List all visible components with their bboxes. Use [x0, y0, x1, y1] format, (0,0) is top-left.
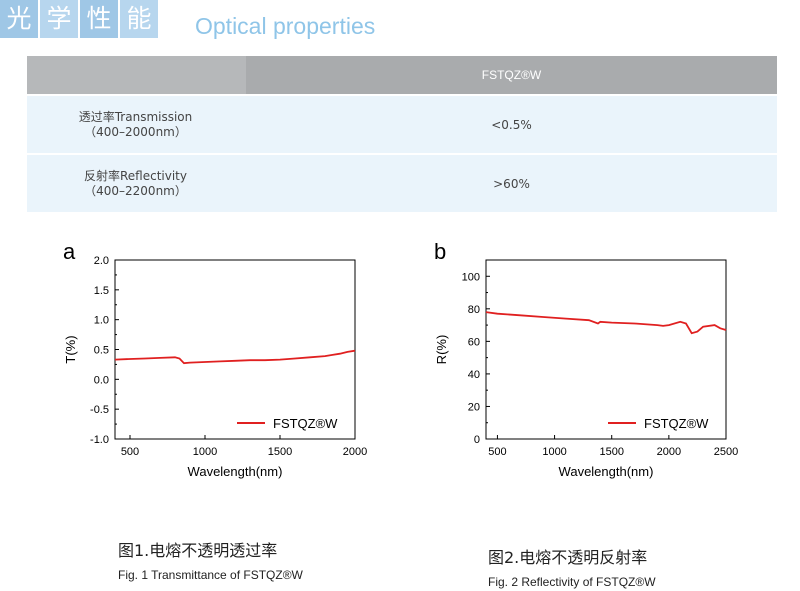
plot-frame: [485, 259, 727, 440]
y-tick-label: 60: [468, 336, 480, 348]
x-axis-label: Wavelength(nm): [559, 464, 654, 479]
x-tick-label: 1500: [599, 446, 623, 458]
x-tick-label: 1000: [193, 446, 217, 458]
plot-frame: [114, 259, 356, 440]
table-header-row: FSTQZ®W: [27, 56, 777, 94]
section-title-tiles: 光 学 性 能: [0, 0, 160, 38]
y-tick-label: 2.0: [94, 255, 109, 267]
figure-caption-en: Fig. 1 Transmittance of FSTQZ®W: [118, 568, 303, 582]
x-tick-label: 2000: [343, 446, 367, 458]
x-tick-label: 2500: [714, 446, 738, 458]
legend-label: FSTQZ®W: [644, 416, 709, 431]
row-label-main: 透过率Transmission: [78, 109, 193, 124]
title-tile: 能: [120, 0, 158, 38]
x-tick-label: 2000: [657, 446, 681, 458]
y-tick-label: 80: [468, 304, 480, 316]
series-line: [114, 349, 356, 365]
y-tick-label: 40: [468, 369, 480, 381]
y-tick-label: 20: [468, 401, 480, 413]
y-tick-label: 100: [462, 271, 480, 283]
panel-label: a: [63, 240, 76, 264]
y-tick-label: 1.5: [94, 285, 109, 297]
series-line: [485, 311, 727, 335]
transmittance-chart: a -1.0 -0.5 0.0 0.5 1.0 1.5 2.0 500 1000 1500 2000 W…: [63, 240, 367, 479]
y-tick-label: -0.5: [90, 404, 109, 416]
row-label-range: （400–2000nm）: [84, 124, 187, 139]
table-row: 反射率Reflectivity （400–2200nm） >60%: [27, 155, 777, 212]
row-value: <0.5%: [246, 96, 777, 153]
y-tick-label: -1.0: [90, 434, 109, 446]
y-tick-label: 0.5: [94, 345, 109, 357]
y-tick-label: 0: [474, 434, 480, 446]
y-axis-label: R(%): [434, 335, 449, 365]
figure-caption-zh: 图1.电熔不透明透过率: [118, 541, 278, 560]
legend-label: FSTQZ®W: [273, 416, 338, 431]
x-tick-label: 1500: [268, 446, 292, 458]
y-tick-label: 1.0: [94, 315, 109, 327]
x-tick-label: 500: [121, 446, 139, 458]
figure-caption-en: Fig. 2 Reflectivity of FSTQZ®W: [488, 575, 656, 589]
title-tile: 性: [80, 0, 118, 38]
figure-caption-zh: 图2.电熔不透明反射率: [488, 548, 648, 567]
table-header-empty-cell: [27, 56, 244, 94]
row-value: >60%: [246, 155, 777, 212]
title-tile: 光: [0, 0, 38, 38]
panel-label: b: [434, 240, 446, 264]
y-axis-label: T(%): [63, 335, 78, 363]
reflectivity-chart: b 0 20 40 60 80 100 500 1000 1500 2000 2500 Waveleng…: [434, 240, 738, 479]
table-column-header: FSTQZ®W: [246, 56, 777, 94]
x-tick-label: 1000: [542, 446, 566, 458]
section-title-english: Optical properties: [195, 13, 376, 39]
x-tick-label: 500: [488, 446, 506, 458]
table-row: 透过率Transmission （400–2000nm） <0.5%: [27, 96, 777, 153]
y-tick-label: 0.0: [94, 374, 109, 386]
row-label: 反射率Reflectivity （400–2200nm）: [27, 155, 244, 212]
row-label-main: 反射率Reflectivity: [83, 168, 187, 183]
row-label-range: （400–2200nm）: [84, 183, 187, 198]
properties-table: FSTQZ®W 透过率Transmission （400–2000nm） <0.…: [27, 56, 777, 214]
row-label: 透过率Transmission （400–2000nm）: [27, 96, 244, 153]
x-axis-label: Wavelength(nm): [188, 464, 283, 479]
title-tile: 学: [40, 0, 78, 38]
